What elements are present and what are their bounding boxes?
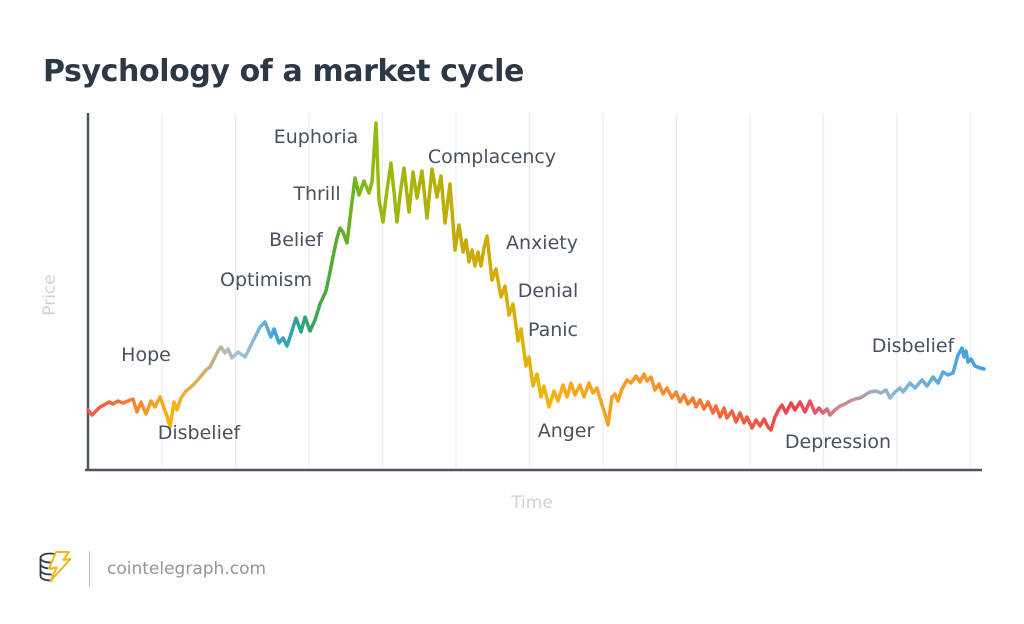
x-axis-label: Time [511, 493, 553, 513]
phase-label-complacency-6: Complacency [427, 146, 557, 168]
phase-label-disbelief-12: Disbelief [871, 335, 955, 357]
phase-label-disbelief-5: Disbelief [157, 422, 241, 444]
footer-divider [89, 551, 90, 587]
market-cycle-line [86, 121, 986, 432]
phase-label-hope-4: Hope [121, 344, 171, 366]
phase-label-anxiety-7: Anxiety [506, 232, 578, 254]
footer-site-text: cointelegraph.com [107, 559, 267, 579]
phase-label-thrill-1: Thrill [293, 183, 341, 205]
phase-label-panic-9: Panic [527, 319, 579, 341]
y-axis-label: Price [40, 274, 60, 316]
phase-label-belief-2: Belief [269, 229, 323, 251]
phase-label-euphoria-0: Euphoria [273, 126, 359, 148]
phase-label-optimism-3: Optimism [220, 269, 312, 291]
footer: cointelegraph.com [38, 548, 266, 590]
phase-label-anger-10: Anger [537, 420, 595, 442]
page-title: Psychology of a market cycle [43, 54, 524, 90]
lightning-bolt-icon [48, 551, 72, 582]
phase-label-depression-11: Depression [784, 431, 892, 453]
phase-label-denial-8: Denial [517, 280, 579, 302]
cointelegraph-logo-icon [39, 551, 72, 582]
